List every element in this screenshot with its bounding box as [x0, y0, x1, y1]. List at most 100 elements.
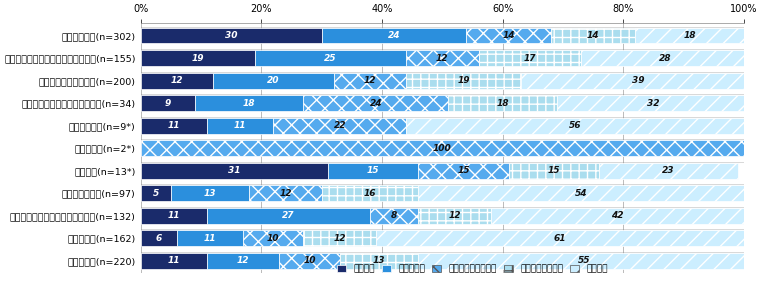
Text: 17: 17	[523, 54, 536, 63]
Bar	[418, 208, 491, 224]
Bar	[551, 28, 636, 44]
Bar	[418, 253, 750, 269]
Text: 11: 11	[234, 121, 246, 130]
Text: 55: 55	[578, 256, 591, 265]
Text: 27: 27	[282, 211, 295, 220]
Text: 39: 39	[632, 76, 645, 85]
Bar	[448, 95, 557, 111]
Text: 42: 42	[611, 211, 623, 220]
Bar	[322, 28, 466, 44]
Bar	[140, 118, 207, 134]
Text: 11: 11	[168, 121, 180, 130]
Bar	[140, 50, 255, 66]
Bar	[599, 163, 738, 179]
Bar	[171, 185, 249, 201]
Bar	[213, 73, 334, 88]
Bar	[303, 230, 376, 246]
Text: 61: 61	[554, 234, 566, 243]
Bar	[140, 95, 195, 111]
Text: 11: 11	[203, 234, 216, 243]
Bar	[406, 118, 744, 134]
Text: 11: 11	[168, 211, 180, 220]
Text: 56: 56	[569, 121, 581, 130]
Bar	[140, 163, 328, 179]
Bar	[303, 95, 448, 111]
Bar	[340, 253, 418, 269]
Text: 20: 20	[267, 76, 280, 85]
Text: 5: 5	[152, 189, 158, 198]
Bar	[243, 230, 303, 246]
Bar	[491, 208, 744, 224]
Text: 24: 24	[370, 99, 383, 108]
Bar	[274, 118, 406, 134]
Text: 13: 13	[203, 189, 216, 198]
Text: 31: 31	[228, 166, 240, 175]
Text: 6: 6	[155, 234, 162, 243]
Text: 10: 10	[267, 234, 280, 243]
Text: 23: 23	[662, 166, 675, 175]
Bar	[280, 253, 340, 269]
Text: 15: 15	[367, 166, 379, 175]
Text: 28: 28	[659, 54, 672, 63]
Bar	[370, 208, 418, 224]
Text: 100: 100	[433, 144, 452, 153]
Text: 14: 14	[502, 31, 515, 40]
Bar	[195, 95, 303, 111]
Bar	[406, 50, 479, 66]
Bar	[520, 73, 756, 88]
Text: 15: 15	[548, 166, 560, 175]
Bar	[140, 28, 322, 44]
Bar	[140, 208, 207, 224]
Bar	[636, 28, 744, 44]
Bar	[479, 50, 581, 66]
Text: 24: 24	[388, 31, 400, 40]
Bar	[418, 163, 509, 179]
Bar	[557, 95, 750, 111]
Text: 12: 12	[363, 76, 376, 85]
Bar	[207, 253, 280, 269]
Text: 14: 14	[587, 31, 600, 40]
Text: 12: 12	[436, 54, 449, 63]
Bar	[140, 253, 207, 269]
Text: 12: 12	[171, 76, 183, 85]
Bar	[207, 208, 370, 224]
Text: 11: 11	[168, 256, 180, 265]
Text: 8: 8	[391, 211, 397, 220]
Bar	[140, 230, 177, 246]
Bar	[334, 73, 406, 88]
Text: 13: 13	[373, 256, 385, 265]
Text: 9: 9	[165, 99, 171, 108]
Bar	[418, 185, 744, 201]
Text: 18: 18	[243, 99, 255, 108]
Bar	[207, 118, 274, 134]
Bar	[140, 140, 744, 156]
Bar	[140, 73, 213, 88]
Bar	[322, 185, 418, 201]
Bar	[581, 50, 750, 66]
Bar	[249, 185, 322, 201]
Bar	[406, 73, 520, 88]
Text: 22: 22	[334, 121, 346, 130]
Text: 12: 12	[448, 211, 460, 220]
Text: 30: 30	[225, 31, 237, 40]
Text: 19: 19	[191, 54, 204, 63]
Text: 15: 15	[457, 166, 469, 175]
Text: 18: 18	[684, 31, 696, 40]
Bar	[140, 185, 171, 201]
Bar	[328, 163, 418, 179]
Text: 19: 19	[457, 76, 469, 85]
Bar	[466, 28, 551, 44]
Text: 25: 25	[325, 54, 337, 63]
Text: 12: 12	[279, 189, 292, 198]
Text: 16: 16	[363, 189, 376, 198]
Bar	[376, 230, 744, 246]
Bar	[509, 163, 599, 179]
Text: 12: 12	[237, 256, 249, 265]
Text: 32: 32	[647, 99, 660, 108]
Bar	[177, 230, 243, 246]
Legend: 多かった, 少しあった, どちらともいえない, ほとんどなかった, なかった: 多かった, 少しあった, どちらともいえない, ほとんどなかった, なかった	[337, 265, 608, 274]
Text: 18: 18	[496, 99, 509, 108]
Text: 54: 54	[575, 189, 588, 198]
Bar	[255, 50, 406, 66]
Text: 12: 12	[334, 234, 346, 243]
